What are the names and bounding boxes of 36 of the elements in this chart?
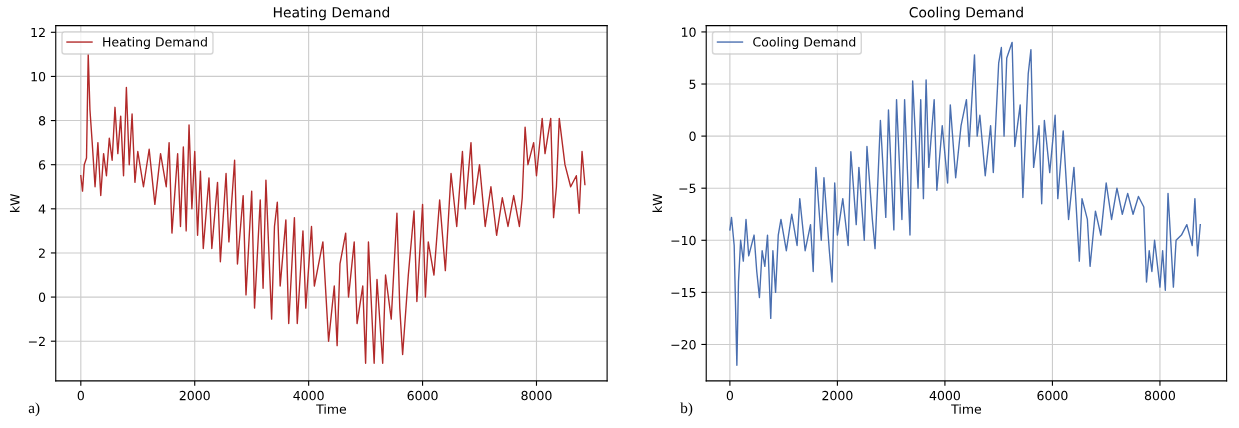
y-tick-label: −15 [671, 288, 696, 298]
legend-label: Heating Demand [103, 36, 207, 50]
text: a) [28, 402, 40, 417]
y-tick-label: 4 [38, 204, 46, 214]
line-series [80, 53, 586, 364]
x-tick-label: 2000 [179, 390, 210, 401]
x-axis-title: Time [316, 404, 347, 414]
x-tick-label: 6000 [407, 390, 438, 401]
x-tick-label: 6000 [1037, 390, 1068, 401]
x-tick-label: 8000 [1144, 390, 1176, 401]
y-tick-label: 8 [38, 116, 46, 126]
y-tick-label: 2 [39, 248, 45, 258]
y-tick-label: −20 [671, 339, 696, 350]
x-tick-label: 0 [726, 390, 734, 401]
x-axis-title: Time [951, 404, 982, 414]
chart-title: Heating Demand [273, 6, 390, 21]
y-axis-title: kW [9, 193, 20, 212]
text: b) [680, 402, 693, 417]
y-tick-label: −5 [679, 183, 696, 194]
y-tick-label: 6 [38, 160, 46, 170]
y-tick-label: 10 [681, 27, 696, 37]
x-tick-label: 8000 [521, 390, 552, 401]
y-tick-label: 12 [31, 27, 45, 38]
y-tick-label: 0 [689, 131, 696, 142]
y-tick-label: 10 [31, 71, 46, 82]
chart-title: Cooling Demand [909, 6, 1023, 21]
y-tick-label: 0 [38, 292, 46, 302]
y-tick-label: −10 [671, 235, 696, 246]
y-tick-label: 5 [689, 79, 696, 89]
y-tick-label: −2 [28, 336, 45, 346]
x-tick-label: 4000 [929, 390, 960, 401]
x-tick-label: 4000 [293, 390, 324, 401]
x-tick-label: 2000 [822, 390, 853, 401]
y-axis-title: kW [652, 193, 662, 212]
x-tick-label: 0 [77, 390, 84, 401]
legend-label: Cooling Demand [753, 36, 856, 50]
